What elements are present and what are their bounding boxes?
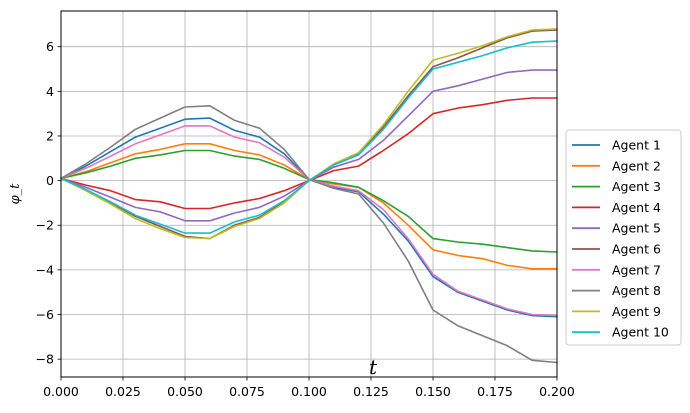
x-tick-label: 0.000 [43, 384, 79, 399]
y-axis-label: φ_t [8, 183, 23, 205]
y-tick-label: 6 [46, 39, 54, 54]
x-tick-label: 0.200 [539, 384, 575, 399]
x-tick-label: 0.100 [291, 384, 327, 399]
legend-label: Agent 4 [612, 200, 661, 215]
y-tick-label: −8 [36, 352, 54, 367]
x-axis: 0.000 0.025 0.050 0.075 0.100 0.125 0.150 0.175… [43, 377, 575, 399]
legend-label: Agent 5 [612, 221, 661, 236]
y-tick-label: 0 [46, 173, 54, 188]
legend-label: Agent 8 [612, 283, 661, 298]
legend-label: Agent 6 [612, 242, 661, 257]
y-tick-label: −4 [36, 262, 54, 277]
x-tick-label: 0.025 [105, 384, 141, 399]
legend-label: Agent 2 [612, 158, 661, 173]
grid-lines [60, 11, 558, 377]
legend-label: Agent 10 [612, 325, 669, 340]
x-tick-label: 0.050 [167, 384, 203, 399]
x-tick-label: 0.150 [415, 384, 451, 399]
y-tick-label: 4 [46, 84, 54, 99]
y-tick-label: 2 [46, 128, 54, 143]
x-tick-label: 0.125 [353, 384, 389, 399]
legend-label: Agent 9 [612, 304, 661, 319]
series-line-agent-10 [60, 40, 558, 234]
legend-label: Agent 7 [612, 262, 661, 277]
series-lines [60, 28, 558, 364]
y-tick-label: −2 [36, 218, 54, 233]
x-tick-label: 0.075 [229, 384, 265, 399]
legend-label: Agent 1 [612, 138, 661, 153]
x-tick-label: 0.175 [477, 384, 513, 399]
y-tick-label: −6 [36, 307, 54, 322]
y-axis: −8 −6 −4 −2 0 2 4 6 [36, 39, 61, 367]
x-axis-label: t [369, 355, 378, 379]
legend: Agent 1 Agent 2 Agent 3 Agent 4 Agent 5 Agent… [565, 129, 682, 346]
legend-label: Agent 3 [612, 179, 661, 194]
series-line-agent-8 [60, 105, 558, 364]
